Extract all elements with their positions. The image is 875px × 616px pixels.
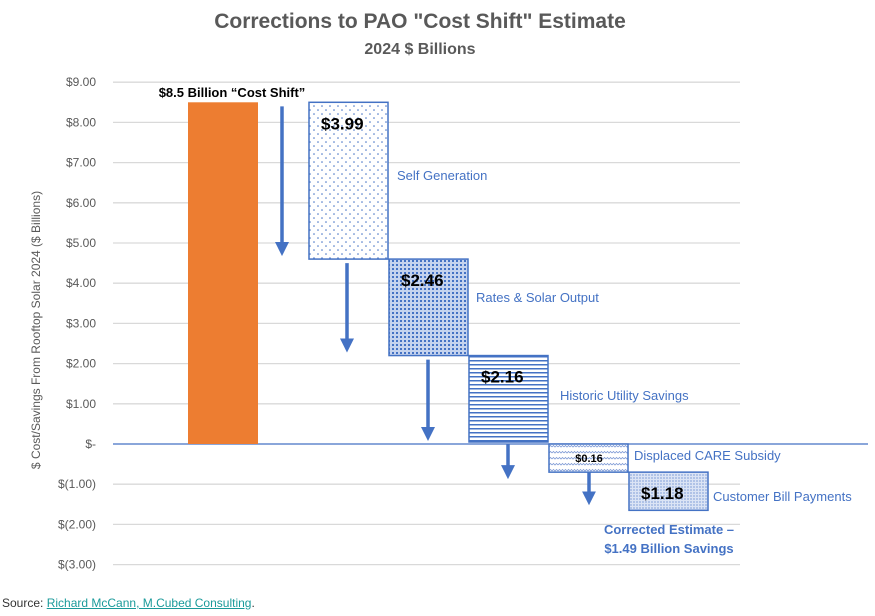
y-tick-label: $1.00 (66, 397, 96, 411)
y-tick-label: $4.00 (66, 276, 96, 290)
step-name-label: Rates & Solar Output (476, 290, 599, 305)
chart-title: Corrections to PAO "Cost Shift" Estimate (214, 10, 626, 33)
y-tick-label: $6.00 (66, 196, 96, 210)
y-tick-label: $7.00 (66, 156, 96, 170)
step-name-label: Self Generation (397, 168, 487, 183)
step-value-label: $2.46 (401, 271, 444, 290)
step-name-label: Customer Bill Payments (713, 489, 852, 504)
bar-start-label: $8.5 Billion “Cost Shift” (159, 85, 306, 100)
chart-subtitle: 2024 $ Billions (364, 41, 475, 58)
source-link[interactable]: Richard McCann, M.Cubed Consulting (46, 596, 252, 610)
y-tick-label: $(1.00) (58, 477, 96, 491)
step-bar (388, 258, 469, 357)
source-prefix: Source: (2, 596, 47, 610)
corrected-estimate-label: $1.49 Billion Savings (604, 541, 733, 556)
y-tick-label: $2.00 (66, 357, 96, 371)
y-tick-label: $5.00 (66, 236, 96, 250)
y-axis-label: $ Cost/Savings From Rooftop Solar 2024 (… (29, 191, 43, 469)
step-bar (628, 471, 709, 512)
step-value-label: $0.16 (575, 453, 603, 465)
y-tick-label: $- (85, 437, 96, 451)
step-value-label: $2.16 (481, 368, 524, 387)
step-name-label: Historic Utility Savings (560, 388, 689, 403)
y-tick-label: $3.00 (66, 316, 96, 330)
corrected-estimate-label: Corrected Estimate – (604, 522, 734, 537)
step-value-label: $1.18 (641, 484, 684, 503)
source-suffix: . (251, 596, 255, 610)
y-tick-label: $9.00 (66, 75, 96, 89)
step-value-label: $3.99 (321, 114, 364, 133)
y-tick-label: $8.00 (66, 115, 96, 129)
y-tick-label: $(2.00) (58, 517, 96, 531)
step-bar (548, 443, 629, 473)
bar-start (188, 102, 258, 445)
y-tick-label: $(3.00) (58, 558, 96, 572)
step-bar (468, 354, 549, 443)
step-name-label: Displaced CARE Subsidy (634, 448, 781, 463)
step-bar (308, 101, 389, 260)
source-note: Source: Richard McCann, M.Cubed Consulti… (2, 596, 255, 610)
